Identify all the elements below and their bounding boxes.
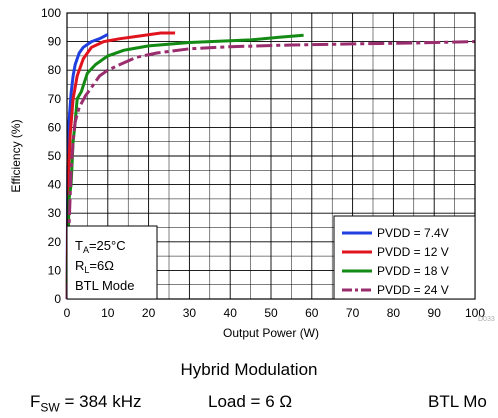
- x-tick-labels: 0 10 20 30 40 50 60 70 80 90 100: [64, 306, 486, 320]
- y-axis-label: Efficiency (%): [9, 119, 23, 192]
- x-tick-label: 50: [264, 306, 278, 320]
- annotation-box: TA=25°C RL=6Ω BTL Mode: [66, 225, 158, 300]
- caption-fsw: FSW = 384 kHz: [30, 392, 142, 415]
- legend-label-4: PVDD = 24 V: [377, 283, 449, 297]
- x-tick-label: 10: [101, 306, 115, 320]
- x-tick-label: 0: [64, 306, 71, 320]
- y-tick-label: 20: [48, 235, 62, 249]
- watermark: D033: [478, 316, 495, 323]
- chart-legend: PVDD = 7.4V PVDD = 12 V PVDD = 18 V PVDD = …: [333, 215, 476, 300]
- chart-series: [65, 31, 476, 300]
- x-tick-label: 90: [428, 306, 442, 320]
- y-tick-label: 90: [48, 35, 62, 49]
- efficiency-chart: 0 10 20 30 40 50 60 70 80 90 100 0 10 20 30 40 50 60 70 80…: [9, 6, 495, 340]
- annotation-mode: BTL Mode: [75, 278, 135, 293]
- x-tick-label: 100: [465, 306, 485, 320]
- x-axis-label: Output Power (W): [223, 326, 319, 340]
- caption-mode: BTL Mo: [428, 392, 487, 411]
- y-tick-label: 100: [41, 6, 61, 20]
- y-tick-label: 0: [54, 292, 61, 306]
- legend-label-1: PVDD = 7.4V: [377, 226, 449, 240]
- legend-label-3: PVDD = 18 V: [377, 264, 449, 278]
- legend-label-2: PVDD = 12 V: [377, 245, 449, 259]
- x-tick-label: 80: [387, 306, 401, 320]
- x-tick-label: 70: [346, 306, 360, 320]
- annotation-ta: TA=25°C: [75, 238, 126, 255]
- y-tick-label: 30: [48, 206, 62, 220]
- y-tick-label: 40: [48, 178, 62, 192]
- annotation-rl: RL=6Ω: [75, 258, 114, 275]
- x-tick-label: 40: [224, 306, 238, 320]
- y-tick-label: 60: [48, 120, 62, 134]
- caption-title: Hybrid Modulation: [180, 360, 318, 379]
- x-tick-label: 60: [305, 306, 319, 320]
- caption-load: Load = 6 Ω: [208, 392, 293, 411]
- y-tick-label: 80: [48, 63, 62, 77]
- series-line-2: [65, 31, 176, 300]
- series-line-4: [65, 40, 476, 300]
- y-tick-label: 50: [48, 149, 62, 163]
- y-tick-label: 10: [48, 263, 62, 277]
- x-tick-label: 30: [183, 306, 197, 320]
- y-tick-label: 70: [48, 92, 62, 106]
- y-tick-labels: 0 10 20 30 40 50 60 70 80 90 100: [41, 6, 61, 306]
- x-tick-label: 20: [142, 306, 156, 320]
- plot-frame: [66, 12, 476, 300]
